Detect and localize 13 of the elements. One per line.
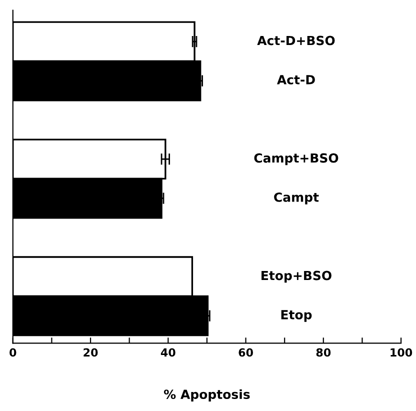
y-tick-label: Etop+BSO <box>262 270 332 283</box>
x-axis-title: % Apoptosis <box>164 389 250 402</box>
x-tick-label: 40 <box>160 348 176 357</box>
x-tick-label: 60 <box>238 348 253 357</box>
y-tick-label: Act-D <box>276 75 315 84</box>
y-tick-label: Campt+BSO <box>254 153 338 166</box>
x-tick-label: 20 <box>84 348 98 357</box>
x-tick-label: 100 <box>390 348 412 357</box>
y-tick-label: Campt <box>274 192 319 204</box>
y-tick-label: Act-D+BSO <box>257 36 335 46</box>
x-tick-label: 80 <box>316 348 331 357</box>
y-tick-label: Etop <box>281 310 312 322</box>
x-tick-label: 0 <box>10 348 16 357</box>
